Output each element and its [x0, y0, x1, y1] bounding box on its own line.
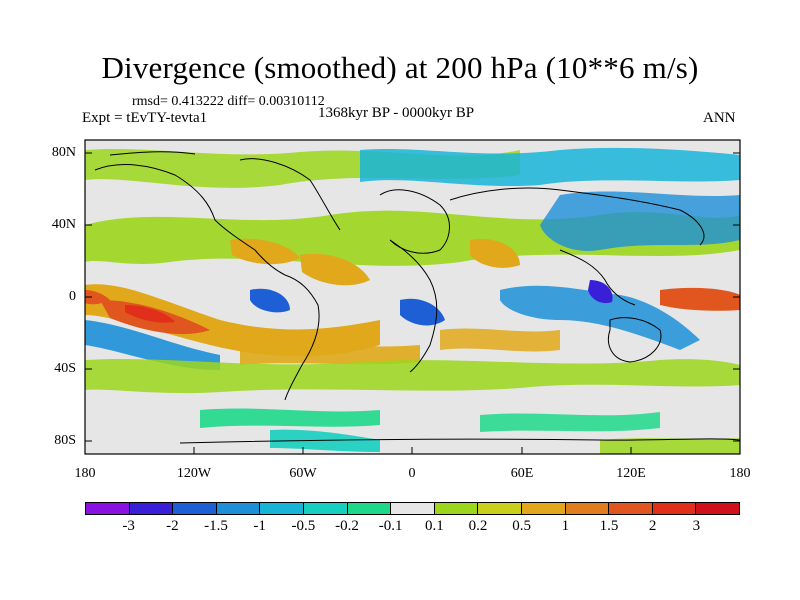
- lon-tick-120w: 120W: [176, 466, 212, 481]
- colorbar-label: -1.5: [204, 518, 228, 534]
- stats-text: rmsd= 0.413222 diff= 0.00310112: [132, 94, 325, 109]
- colorbar-swatch: [565, 503, 610, 514]
- lon-tick-60w: 60W: [289, 466, 317, 481]
- lon-tick-180e: 180: [729, 466, 751, 481]
- colorbar-label: -0.5: [291, 518, 316, 534]
- map-background: [85, 140, 740, 454]
- lon-tick-180w: 180: [74, 466, 96, 481]
- colorbar-label: 3: [692, 518, 701, 534]
- experiment-label: Expt = tEvTY-tevta1: [82, 110, 208, 126]
- colorbar-label: 2: [648, 518, 657, 534]
- lat-tick-40s: 40S: [54, 361, 76, 376]
- colorbar-swatch: [521, 503, 566, 514]
- tick-marks: [85, 152, 740, 454]
- lat-tick-80n: 80N: [51, 145, 76, 160]
- colorbar-swatch: [609, 503, 653, 514]
- colorbar-swatch: [347, 503, 392, 514]
- colorbar-swatch: [173, 503, 217, 514]
- colorbar-label: 0.2: [468, 518, 488, 534]
- colorbar-label: -0.2: [335, 518, 359, 534]
- colorbar-swatch: [86, 503, 130, 514]
- period-label: 1368kyr BP - 0000kyr BP: [318, 105, 475, 121]
- colorbar-label: 0.5: [512, 518, 532, 534]
- colorbar-label: -0.1: [378, 518, 403, 534]
- colorbar-swatch: [478, 503, 522, 514]
- colorbar-label: 1.5: [599, 518, 619, 534]
- colorbar-swatch: [434, 503, 479, 514]
- lat-tick-0: 0: [69, 289, 76, 304]
- colorbar-label: -2: [166, 518, 179, 534]
- season-label: ANN: [703, 110, 736, 126]
- colorbar-swatch: [260, 503, 304, 514]
- field-shading: [85, 147, 740, 454]
- lon-tick-60e: 60E: [510, 466, 534, 481]
- chart-title: Divergence (smoothed) at 200 hPa (10**6 …: [101, 50, 699, 85]
- colorbar-swatch: [129, 503, 174, 514]
- colorbar-swatch: [652, 503, 697, 514]
- colorbar-label: 0.1: [424, 518, 444, 534]
- colorbar-label: -1: [253, 518, 266, 534]
- colorbar-swatch: [216, 503, 261, 514]
- colorbar-swatch: [303, 503, 348, 514]
- colorbar-label: 1: [561, 518, 570, 534]
- colorbar-swatch: [696, 503, 739, 514]
- lat-tick-40n: 40N: [51, 217, 76, 232]
- colorbar: [85, 502, 740, 515]
- colorbar-label: -3: [122, 518, 135, 534]
- lon-tick-0: 0: [408, 466, 416, 481]
- lon-tick-120e: 120E: [616, 466, 646, 481]
- colorbar-swatch: [391, 503, 435, 514]
- coastlines: [94, 151, 740, 444]
- lat-tick-80s: 80S: [54, 433, 76, 448]
